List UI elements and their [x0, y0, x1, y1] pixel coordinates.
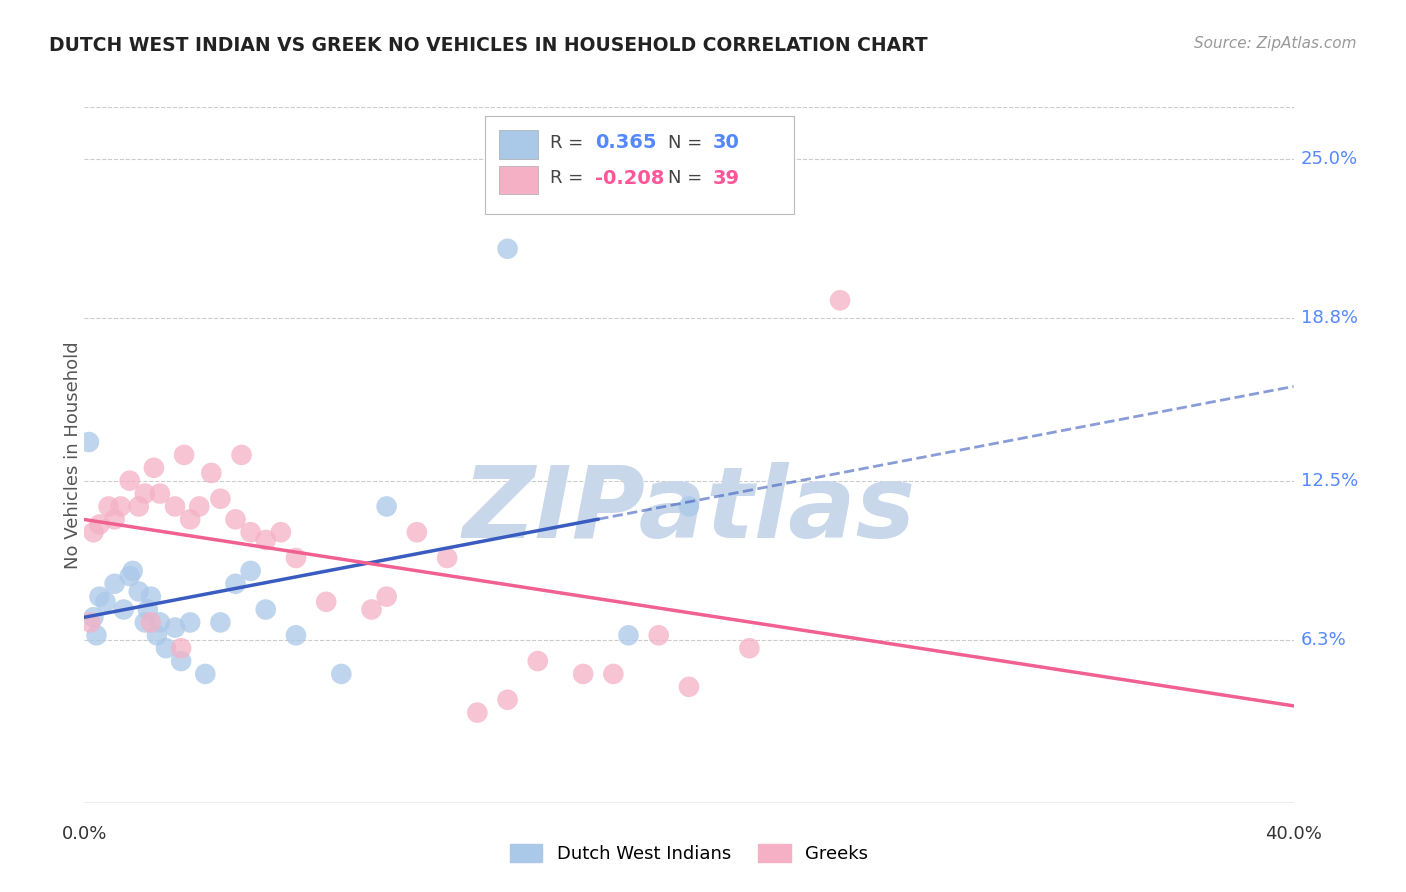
- Point: [79, 615, 101, 630]
- Point: [330, 667, 353, 681]
- Point: [467, 706, 489, 720]
- Text: R =: R =: [550, 169, 589, 187]
- Point: [155, 641, 177, 656]
- Point: [89, 590, 111, 604]
- Point: [149, 615, 172, 630]
- Point: [97, 500, 120, 514]
- Point: [86, 628, 108, 642]
- Point: [270, 525, 292, 540]
- Point: [315, 595, 337, 609]
- Text: 18.8%: 18.8%: [1301, 310, 1358, 327]
- Text: 0.365: 0.365: [595, 133, 657, 153]
- Point: [146, 628, 169, 642]
- Point: [179, 615, 201, 630]
- Text: 25.0%: 25.0%: [1301, 150, 1358, 168]
- Point: [678, 500, 700, 514]
- Text: 40.0%: 40.0%: [1265, 825, 1322, 843]
- Text: DUTCH WEST INDIAN VS GREEK NO VEHICLES IN HOUSEHOLD CORRELATION CHART: DUTCH WEST INDIAN VS GREEK NO VEHICLES I…: [49, 36, 928, 54]
- Point: [128, 584, 150, 599]
- Point: [89, 517, 111, 532]
- Point: [602, 667, 624, 681]
- Point: [209, 491, 232, 506]
- Point: [110, 500, 132, 514]
- Point: [231, 448, 253, 462]
- Point: [209, 615, 232, 630]
- Point: [225, 576, 247, 591]
- Point: [82, 525, 104, 540]
- Text: R =: R =: [550, 134, 589, 152]
- Text: 12.5%: 12.5%: [1301, 472, 1358, 490]
- Point: [678, 680, 700, 694]
- Point: [128, 500, 150, 514]
- Point: [239, 564, 262, 578]
- Text: 6.3%: 6.3%: [1301, 632, 1347, 649]
- Point: [406, 525, 429, 540]
- Point: [139, 615, 162, 630]
- Text: N =: N =: [668, 134, 707, 152]
- Point: [77, 435, 100, 450]
- Point: [225, 512, 247, 526]
- Point: [149, 486, 172, 500]
- Point: [239, 525, 262, 540]
- Point: [165, 621, 187, 635]
- Text: 30: 30: [713, 133, 740, 153]
- Text: 39: 39: [713, 169, 740, 188]
- Point: [496, 692, 519, 706]
- Point: [139, 590, 162, 604]
- Point: [360, 602, 382, 616]
- Point: [118, 474, 141, 488]
- Point: [738, 641, 761, 656]
- Text: -0.208: -0.208: [595, 169, 664, 188]
- Point: [179, 512, 201, 526]
- Point: [142, 460, 165, 475]
- Point: [194, 667, 217, 681]
- Point: [285, 628, 308, 642]
- Point: [254, 533, 277, 547]
- Point: [136, 602, 159, 616]
- Point: [134, 615, 156, 630]
- Point: [112, 602, 135, 616]
- Point: [617, 628, 640, 642]
- Point: [165, 500, 187, 514]
- Point: [134, 486, 156, 500]
- Point: [830, 293, 852, 308]
- Point: [527, 654, 550, 668]
- Point: [121, 564, 143, 578]
- Point: [104, 576, 127, 591]
- Text: Source: ZipAtlas.com: Source: ZipAtlas.com: [1194, 36, 1357, 51]
- Point: [173, 448, 195, 462]
- Point: [375, 590, 398, 604]
- Point: [94, 595, 117, 609]
- Text: N =: N =: [668, 169, 707, 187]
- Text: ZIPatlas: ZIPatlas: [463, 462, 915, 559]
- Point: [375, 500, 398, 514]
- Point: [170, 654, 193, 668]
- Point: [104, 512, 127, 526]
- Point: [254, 602, 277, 616]
- Point: [170, 641, 193, 656]
- Text: 0.0%: 0.0%: [62, 825, 107, 843]
- Point: [572, 667, 595, 681]
- Point: [118, 569, 141, 583]
- Point: [82, 610, 104, 624]
- Y-axis label: No Vehicles in Household: No Vehicles in Household: [65, 341, 82, 569]
- Point: [436, 551, 458, 566]
- Point: [200, 466, 222, 480]
- Point: [285, 551, 308, 566]
- Point: [188, 500, 211, 514]
- Legend: Dutch West Indians, Greeks: Dutch West Indians, Greeks: [502, 837, 876, 871]
- Point: [496, 242, 519, 256]
- Point: [648, 628, 671, 642]
